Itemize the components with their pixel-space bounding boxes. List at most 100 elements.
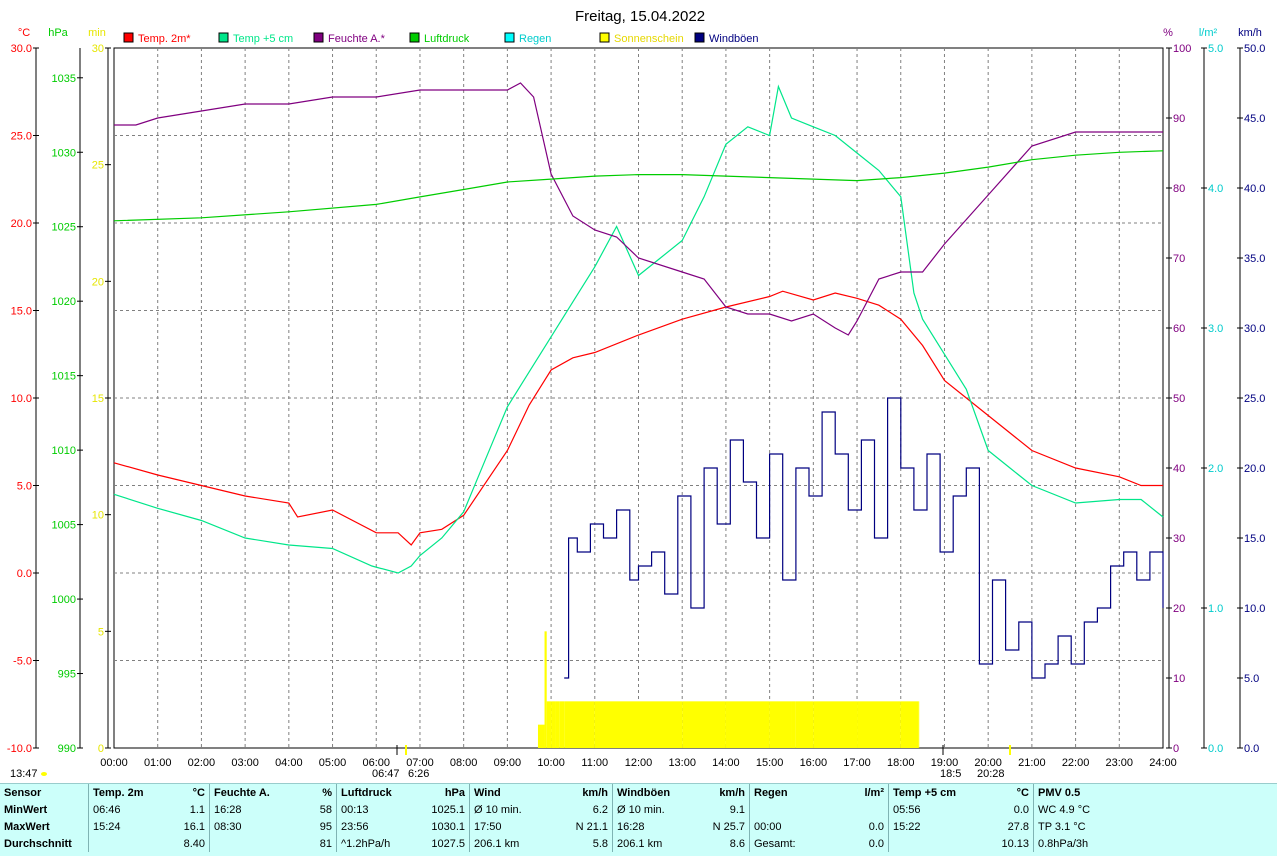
- axis-tick-label: 1005: [52, 520, 76, 532]
- series-line-feuchte-a-: [114, 82, 1163, 336]
- x-tick-label: 20:00: [974, 757, 1002, 769]
- x-tick-label: 06:00: [362, 757, 390, 769]
- stats-cell: °C: [1016, 786, 1029, 799]
- stats-cell: 0.8hPa/3h: [1033, 835, 1122, 852]
- axis-tick-label: 1010: [52, 445, 76, 457]
- stats-cell: Windböen: [612, 784, 687, 801]
- stats-cell: l/m²: [864, 786, 884, 799]
- sunshine-bar: [564, 701, 595, 748]
- axis-tick-label: 25.0: [11, 131, 32, 143]
- axis-tick-label: 10: [92, 510, 104, 522]
- axis-tick-label: -5.0: [13, 656, 32, 668]
- legend-swatch: [599, 32, 610, 43]
- stats-cell: Temp +5 cm: [888, 784, 975, 801]
- axis-tick-label: 15: [92, 393, 104, 405]
- stats-cell: N 25.7: [712, 820, 745, 833]
- axis-tick-label: 100: [1173, 43, 1191, 55]
- stats-cell: 5.8: [592, 837, 608, 850]
- stats-cell: N 21.1: [575, 820, 608, 833]
- legend-label: Temp. 2m*: [138, 33, 191, 45]
- stats-cell: km/h: [582, 786, 608, 799]
- axis-tick-label: 2.0: [1208, 463, 1223, 475]
- axis-tick-label: 50: [1173, 393, 1185, 405]
- axis-tick-label: 70: [1173, 253, 1185, 265]
- stats-cell: Feuchte A.: [209, 784, 284, 801]
- series-line-temp-5-cm: [113, 84, 1164, 574]
- axis-tick-label: 1015: [52, 371, 76, 383]
- sunrise-label: 06:47: [372, 768, 400, 780]
- sunshine-bar: [795, 701, 814, 748]
- x-tick-label: 18:00: [887, 757, 915, 769]
- legend-swatch: [694, 32, 705, 43]
- stats-cell: [88, 835, 157, 852]
- stats-cell: 10.13: [1001, 837, 1029, 850]
- x-tick-label: 14:00: [712, 757, 740, 769]
- stats-cell: Temp. 2m: [88, 784, 157, 801]
- legend-label: Temp +5 cm: [233, 33, 293, 45]
- axis-tick-label: 0.0: [1244, 743, 1259, 755]
- stats-header-row: Sensor Temp. 2m °C Feuchte A.% Luftdruck hPa W…: [0, 784, 1122, 801]
- axis-unit-label: °C: [18, 27, 30, 39]
- x-tick-label: 10:00: [537, 757, 565, 769]
- sunshine-bar: [813, 701, 858, 748]
- x-tick-label: 21:00: [1018, 757, 1046, 769]
- stats-cell: 1.1: [189, 803, 205, 816]
- axis-tick-label: 5: [98, 626, 104, 638]
- sunshine-bar: [546, 701, 552, 748]
- sunshine-bar: [682, 701, 726, 748]
- stats-row: MinWert 06:46 1.1 16:28 58 00:13 1025.1 Ø 10 mi…: [0, 801, 1122, 818]
- axis-tick-label: 5.0: [1208, 43, 1223, 55]
- weather-chart: Freitag, 15.04.2022 Temp. 2m* Temp +5 cm F…: [6, 8, 1266, 780]
- stats-cell: 0.0: [1013, 803, 1029, 816]
- axis-tick-label: 10: [1173, 673, 1185, 685]
- stats-cell: 81: [319, 837, 332, 850]
- x-tick-label: 23:00: [1106, 757, 1134, 769]
- x-tick-label: 13:00: [668, 757, 696, 769]
- sunshine-bar: [594, 701, 639, 748]
- axis-tick-label: 40.0: [1244, 183, 1265, 195]
- stats-cell: 23:56: [336, 818, 411, 835]
- x-tick-label: 02:00: [188, 757, 216, 769]
- series-line-windb-en: [564, 397, 1164, 679]
- legend-label: Windböen: [709, 33, 759, 45]
- x-tick-label: 07:00: [406, 757, 434, 769]
- legend-label: Luftdruck: [424, 33, 470, 45]
- axis-tick-label: 20: [92, 276, 104, 288]
- axis-tick-label: 35.0: [1244, 253, 1265, 265]
- axis-tick-label: 990: [58, 743, 76, 755]
- statistics-table: Sensor Temp. 2m °C Feuchte A.% Luftdruck hPa W…: [0, 784, 1122, 852]
- axis-tick-label: 45.0: [1244, 113, 1265, 125]
- legend-label: Regen: [519, 33, 551, 45]
- stats-cell: 15:24: [88, 818, 157, 835]
- stats-cell: 9.1: [729, 803, 745, 816]
- stats-cell: Sensor: [4, 786, 42, 799]
- axis-tick-label: 1.0: [1208, 603, 1223, 615]
- chart-title: Freitag, 15.04.2022: [575, 8, 705, 25]
- stats-cell: Durchschnitt: [4, 837, 72, 850]
- stats-cell: hPa: [444, 786, 465, 799]
- stats-cell: 58: [319, 803, 332, 816]
- axis-tick-label: 80: [1173, 183, 1185, 195]
- stats-cell: 95: [319, 820, 332, 833]
- axis-tick-label: 1000: [52, 594, 76, 606]
- stats-cell: Gesamt:: [749, 835, 836, 852]
- sunshine-bar: [791, 701, 796, 748]
- axis-tick-label: 1030: [52, 147, 76, 159]
- stats-cell: Ø 10 min.: [469, 801, 554, 818]
- axis-tick-label: 1035: [52, 73, 76, 85]
- axis-tick-label: 995: [58, 669, 76, 681]
- stats-cell: 1025.1: [431, 803, 465, 816]
- x-tick-label: 00:00: [100, 757, 128, 769]
- stats-cell: 6.2: [592, 803, 608, 816]
- stats-cell: 06:46: [88, 801, 157, 818]
- axis-tick-label: 0.0: [17, 568, 32, 580]
- x-tick-label: 12:00: [625, 757, 653, 769]
- stats-cell: 16:28: [209, 801, 284, 818]
- stats-cell: WC 4.9 °C: [1033, 801, 1122, 818]
- axis-tick-label: 40: [1173, 463, 1185, 475]
- axis-tick-label: 0: [98, 743, 104, 755]
- x-tick-label: 24:00: [1149, 757, 1177, 769]
- chart-plot-area: [113, 82, 1164, 748]
- sunshine-bar: [537, 724, 545, 748]
- chart-legend: Temp. 2m* Temp +5 cm Feuchte A.* Luftdruck R…: [123, 32, 759, 45]
